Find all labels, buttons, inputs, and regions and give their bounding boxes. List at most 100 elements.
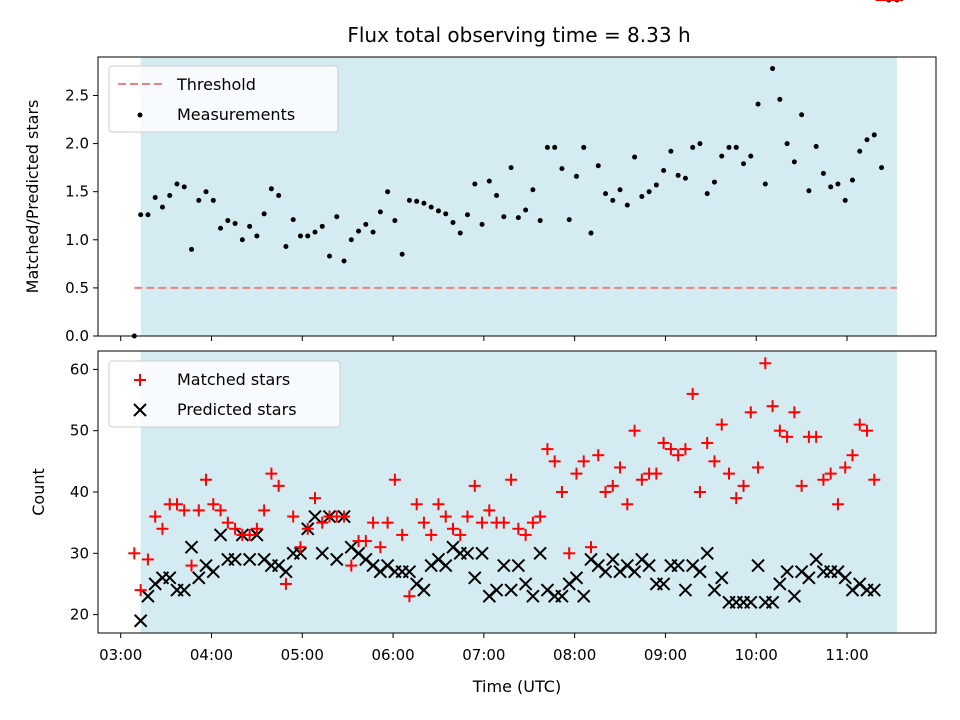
predicted-star-point bbox=[518, 577, 533, 591]
measurement-point bbox=[443, 211, 449, 217]
measurement-point bbox=[849, 177, 855, 183]
measurement-point bbox=[276, 193, 282, 199]
x-tick-label: 08:00 bbox=[553, 646, 596, 664]
predicted-star-point bbox=[417, 583, 431, 597]
matched-star-point bbox=[686, 387, 699, 400]
measurement-point bbox=[668, 148, 674, 154]
measurement-point bbox=[770, 66, 776, 72]
predicted-star-point bbox=[206, 564, 221, 579]
measurement-point bbox=[530, 187, 536, 193]
measurement-point bbox=[508, 165, 514, 171]
predicted-star-point bbox=[700, 546, 714, 561]
measurement-point bbox=[617, 187, 623, 193]
measurement-point bbox=[871, 132, 877, 138]
predicted-star-point bbox=[177, 583, 191, 597]
matched-star-point bbox=[606, 479, 619, 492]
measurement-point bbox=[624, 202, 630, 208]
matched-star-point bbox=[265, 467, 278, 480]
measurement-point bbox=[145, 212, 151, 218]
y-tick-label: 20 bbox=[70, 606, 89, 624]
matched-star-point bbox=[410, 498, 423, 511]
measurement-point bbox=[472, 181, 478, 187]
measurement-point bbox=[174, 181, 180, 187]
matched-stars-points bbox=[128, 0, 903, 603]
measurement-point bbox=[494, 193, 500, 199]
matched-star-point bbox=[301, 522, 314, 535]
y-tick-label: 30 bbox=[70, 544, 89, 562]
matched-star-point bbox=[563, 547, 576, 560]
measurement-point bbox=[254, 233, 260, 239]
measurement-point bbox=[799, 112, 805, 118]
matched-star-point bbox=[817, 473, 830, 486]
measurement-point bbox=[595, 163, 601, 169]
predicted-star-point bbox=[141, 589, 155, 603]
measurement-point bbox=[290, 217, 296, 223]
measurement-point bbox=[268, 186, 274, 192]
predicted-star-point bbox=[569, 571, 584, 585]
matched-star-point bbox=[599, 486, 612, 498]
predicted-star-point bbox=[773, 577, 787, 591]
matched-star-point bbox=[679, 443, 692, 456]
matched-star-point bbox=[831, 498, 844, 511]
predicted-star-point bbox=[656, 577, 671, 591]
predicted-star-point bbox=[315, 546, 329, 561]
measurement-point bbox=[552, 144, 558, 150]
matched-star-point bbox=[454, 528, 467, 541]
predicted-star-point bbox=[678, 583, 693, 597]
bottom-x-ticks: 03:00 04:00 05:00 06:00 07:00 08:00 09:00 10:00… bbox=[99, 633, 869, 664]
bottom-legend-box bbox=[108, 360, 341, 428]
matched-star-point bbox=[134, 584, 147, 597]
measurement-point bbox=[588, 230, 594, 236]
matched-star-point bbox=[229, 522, 242, 535]
measurement-point bbox=[741, 161, 747, 167]
predicted-star-point bbox=[802, 571, 816, 585]
matched-star-point bbox=[621, 498, 634, 511]
matched-star-point bbox=[795, 479, 808, 492]
top-axes-frame bbox=[97, 56, 937, 337]
matched-star-point bbox=[781, 430, 794, 443]
predicted-star-point bbox=[468, 571, 482, 585]
matched-star-point bbox=[192, 504, 205, 517]
predicted-star-point bbox=[693, 564, 707, 579]
measurement-point bbox=[661, 168, 667, 174]
chart-title: Flux total observing time = 8.33 h bbox=[347, 23, 690, 47]
matched-star-point bbox=[388, 473, 401, 486]
predicted-star-point bbox=[279, 564, 293, 579]
y-tick-label: 0.5 bbox=[65, 279, 89, 297]
measurement-point bbox=[196, 197, 202, 203]
measurement-point bbox=[690, 144, 696, 150]
measurement-point bbox=[653, 182, 659, 188]
matched-star-point bbox=[744, 406, 757, 419]
measurement-point bbox=[777, 96, 783, 102]
matched-star-point bbox=[541, 443, 554, 456]
matched-star-point bbox=[657, 436, 670, 449]
measurement-point bbox=[138, 212, 144, 218]
measurement-point bbox=[857, 148, 863, 154]
measurement-point bbox=[210, 197, 216, 203]
predicted-star-point bbox=[577, 589, 591, 603]
measurement-point bbox=[385, 189, 391, 195]
matched-star-point bbox=[221, 516, 234, 529]
predicted-star-point bbox=[765, 595, 780, 610]
measurement-point bbox=[261, 211, 267, 217]
matched-star-point bbox=[381, 516, 394, 529]
measurement-point bbox=[189, 246, 195, 252]
measurement-point bbox=[697, 141, 703, 147]
y-tick-label: 1.0 bbox=[65, 231, 89, 249]
measurement-point bbox=[603, 191, 609, 197]
predicted-star-point bbox=[526, 589, 540, 603]
measurement-point bbox=[523, 207, 529, 213]
x-tick-label: 03:00 bbox=[99, 646, 142, 664]
measurement-point bbox=[167, 193, 173, 199]
top-panel: 0.0 0.5 1.0 1.5 2.0 2.5 Matched/Predicted sta… bbox=[23, 0, 937, 345]
matched-star-point bbox=[367, 516, 380, 529]
measurement-point bbox=[639, 194, 645, 199]
predicted-star-point bbox=[744, 595, 758, 610]
predicted-star-point bbox=[163, 571, 177, 585]
measurement-point bbox=[363, 221, 369, 227]
matched-star-point bbox=[250, 522, 263, 535]
measurement-point bbox=[711, 179, 717, 185]
matched-star-point bbox=[839, 461, 852, 474]
predicted-star-point bbox=[511, 558, 526, 573]
x-tick-label: 07:00 bbox=[462, 646, 505, 664]
